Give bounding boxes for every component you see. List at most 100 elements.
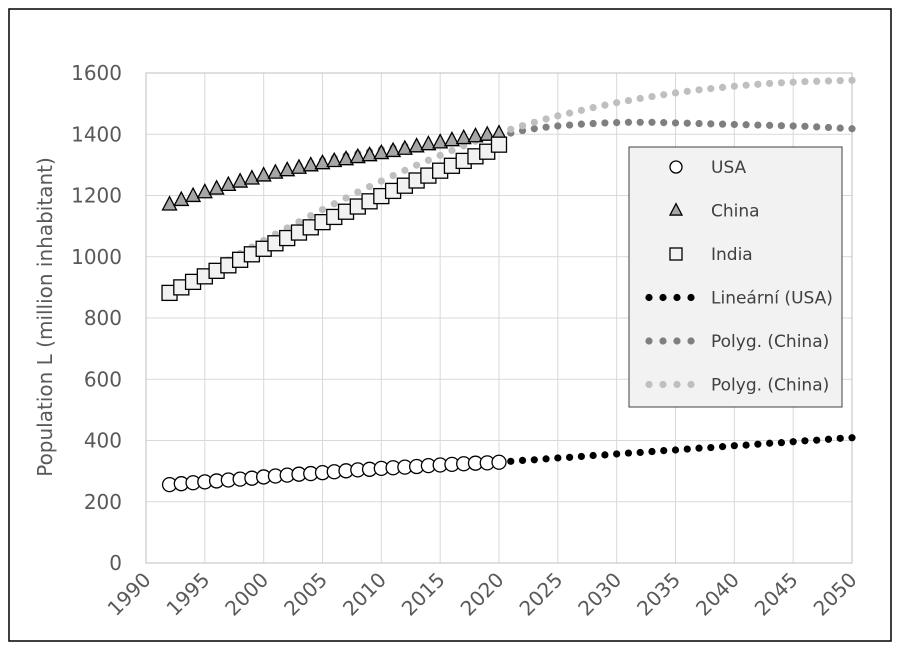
y-tick-label: 0 (109, 551, 122, 575)
y-axis-label: Population L (million inhabitant) (33, 157, 57, 477)
trend-point (777, 439, 786, 447)
trend-point (542, 115, 550, 123)
legend-trend-dot (673, 337, 681, 345)
trend-point (330, 200, 338, 208)
legend-label: China (711, 202, 760, 222)
legend-trend-dot (645, 293, 653, 302)
trend-point (413, 161, 421, 169)
trend-point (566, 109, 574, 117)
trend-point (848, 434, 856, 442)
data-point-triangle (349, 147, 366, 164)
legend-trend-dot (645, 380, 653, 389)
trend-point (530, 456, 538, 464)
y-tick-label: 800 (84, 306, 122, 330)
trend-point (789, 438, 797, 446)
trend-point (554, 112, 562, 120)
legend-trend-dot (687, 293, 695, 302)
trend-point (554, 122, 562, 130)
trend-point (848, 125, 856, 133)
data-point-triangle (184, 186, 202, 203)
legend-box (628, 146, 843, 408)
legend-trend-dot (687, 337, 695, 345)
data-point-triangle (432, 133, 449, 149)
data-point-triangle (243, 169, 260, 185)
trend-point (448, 146, 456, 155)
legend-label: Polyg. (China) (711, 376, 829, 396)
trend-point (754, 80, 762, 88)
data-point-triangle (479, 125, 496, 141)
trend-point (436, 151, 444, 159)
trend-point (824, 123, 833, 132)
trend-point (695, 444, 703, 452)
trend-point (801, 437, 809, 445)
legend-label: Polyg. (China) (711, 332, 829, 352)
legend-trend-dot (659, 380, 667, 389)
y-tick-label: 1400 (71, 122, 122, 146)
data-point-triangle (420, 134, 437, 151)
trend-point (389, 171, 397, 180)
trend-point (754, 440, 762, 448)
trend-point (766, 439, 774, 447)
trend-point (424, 156, 432, 164)
data-point-triangle (173, 190, 190, 207)
trend-point (342, 194, 350, 202)
legend-symbol-circle (669, 160, 683, 174)
legend-trend-dot (673, 380, 681, 389)
data-point-square (490, 136, 508, 153)
trend-point (613, 119, 621, 127)
data-point-circle (491, 454, 507, 470)
trend-point (589, 119, 597, 128)
data-point-triangle (208, 179, 225, 195)
trend-point (718, 83, 727, 91)
trend-point (718, 120, 727, 128)
y-tick-label: 1600 (71, 61, 122, 85)
trend-point (577, 106, 585, 114)
data-point-triangle (302, 156, 319, 172)
trend-point (530, 125, 538, 133)
data-point-triangle (290, 158, 308, 174)
trend-point (365, 183, 374, 191)
trend-point (707, 120, 715, 128)
trend-point (377, 177, 385, 185)
trend-point (507, 125, 515, 133)
trend-point (671, 89, 680, 97)
data-point-triangle (279, 161, 296, 177)
data-point-triangle (196, 183, 213, 199)
trend-point (824, 435, 833, 443)
trend-point (636, 118, 644, 126)
trend-point (730, 82, 738, 90)
trend-point (636, 94, 644, 103)
trend-point (848, 76, 856, 84)
y-tick-label: 400 (84, 429, 122, 453)
trend-point (801, 122, 809, 130)
trend-point (836, 434, 844, 442)
series-0-points (161, 454, 507, 493)
trend-point (601, 451, 609, 459)
trend-point (648, 447, 656, 456)
trend-point (660, 447, 668, 455)
data-point-triangle (314, 153, 331, 170)
trend-point (789, 78, 797, 86)
legend-trend-dot (673, 293, 681, 302)
plot-area-border (145, 72, 853, 564)
y-tick-label: 200 (84, 490, 122, 514)
data-point-triangle (455, 128, 472, 145)
trend-point (530, 118, 538, 126)
trend-point (730, 120, 738, 129)
data-point-triangle (220, 175, 237, 192)
trend-point (636, 448, 644, 457)
legend-trend-dot (659, 293, 667, 302)
trend-point (836, 77, 844, 85)
trend-point (507, 457, 515, 465)
trend-point (801, 77, 809, 86)
trend-point (754, 121, 762, 129)
trend-point (683, 445, 691, 453)
trend-point (613, 99, 621, 107)
trend-point (660, 119, 668, 127)
trend-point (813, 123, 821, 131)
trend-point (577, 452, 585, 461)
legend-symbol-triangle (668, 202, 684, 216)
trend-point (566, 121, 574, 129)
trend-point (813, 77, 821, 85)
